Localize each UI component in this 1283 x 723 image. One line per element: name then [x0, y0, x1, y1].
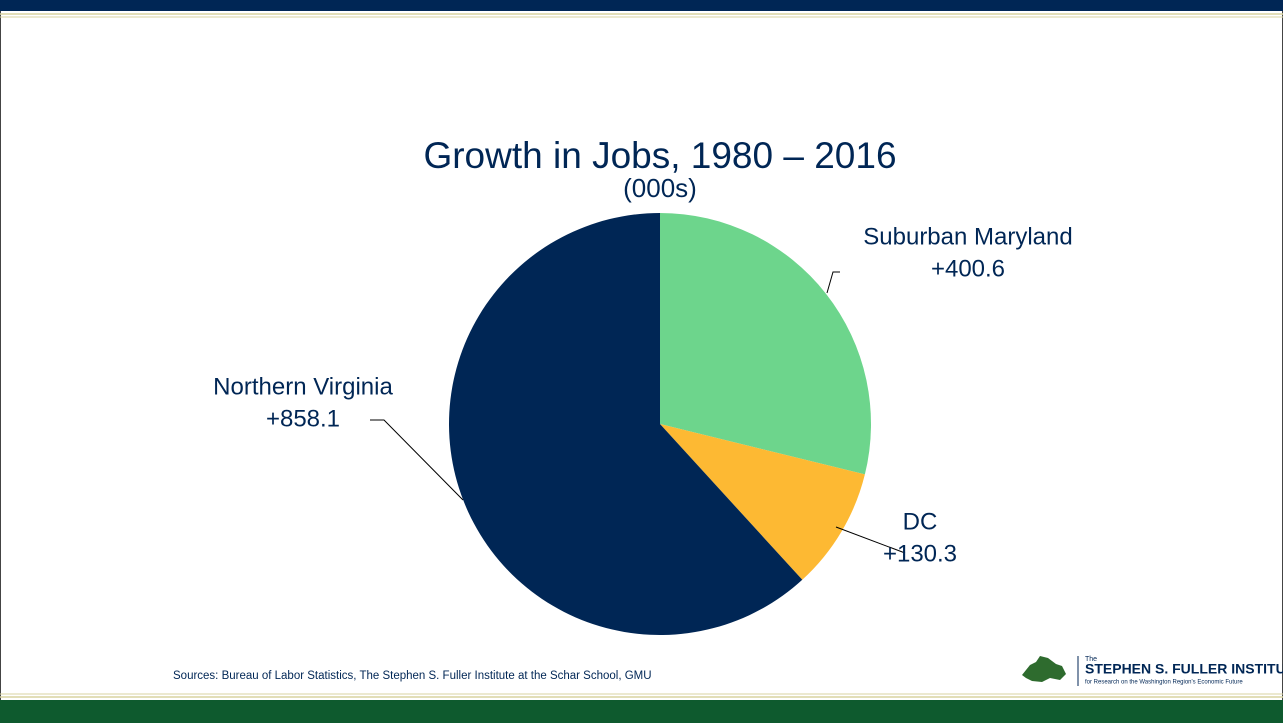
pie	[449, 213, 871, 635]
slice-label: Suburban Maryland	[863, 223, 1072, 250]
pie-slice	[660, 424, 865, 580]
leader-line	[826, 271, 840, 294]
value-label: +400.6	[931, 255, 1005, 282]
chart-subtitle: (000s)	[623, 173, 697, 203]
slice-label: Northern Virginia	[213, 373, 393, 400]
logo-name: STEPHEN S. FULLER INSTITUTE	[1085, 661, 1283, 677]
logo-icon	[1022, 656, 1066, 682]
source: Sources: Bureau of Labor Statistics, The…	[173, 670, 652, 682]
top-bar	[0, 0, 1283, 11]
leader-line	[835, 526, 906, 554]
leader-line	[370, 419, 464, 501]
pie-slice	[660, 213, 871, 475]
value-label: +858.1	[266, 405, 340, 432]
logo-tagline: for Research on the Washington Region's …	[1085, 680, 1243, 686]
logo-the: The	[1085, 656, 1097, 663]
value-label: +130.3	[883, 540, 957, 567]
chart-title: Growth in Jobs, 1980 – 2016	[423, 135, 896, 176]
slice-label: DC	[903, 508, 938, 535]
bottom-bar	[0, 700, 1283, 723]
pie-slice	[449, 213, 803, 635]
